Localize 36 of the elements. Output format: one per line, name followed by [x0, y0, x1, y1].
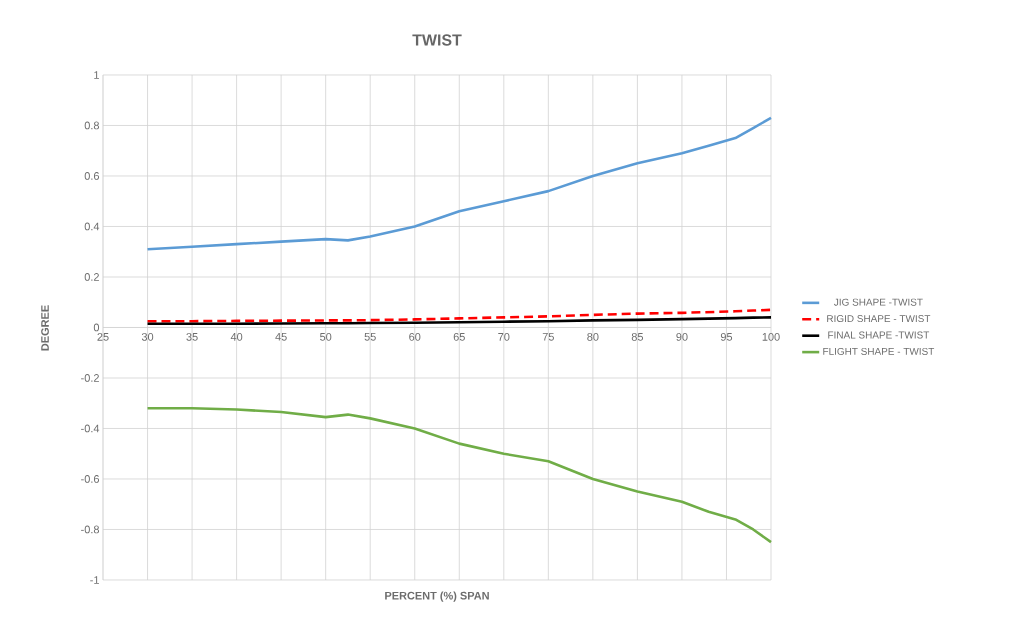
x-axis-title: PERCENT (%) SPAN: [385, 591, 489, 602]
x-tick-label: 75: [542, 333, 554, 341]
legend-label: JIG SHAPE -TWIST: [834, 298, 923, 306]
x-tick-label: 100: [762, 333, 780, 341]
y-tick-label: 0.4: [84, 222, 100, 231]
y-tick-label: 0: [93, 323, 100, 332]
x-tick-label: 25: [97, 333, 109, 341]
x-tick-label: 55: [364, 333, 376, 341]
x-tick-label: 30: [141, 333, 154, 341]
x-tick-label: 50: [320, 333, 332, 341]
x-tick-label: 45: [275, 333, 287, 341]
legend-label: FINAL SHAPE -TWIST: [828, 331, 930, 339]
y-tick-label: 0.8: [84, 121, 99, 130]
y-tick-label: -0.6: [81, 475, 99, 483]
x-tick-label: 60: [409, 333, 421, 341]
x-tick-label: 95: [720, 333, 733, 341]
x-tick-label: 85: [631, 333, 644, 341]
line-series: [146, 406, 773, 544]
y-tick-label: 0.6: [84, 172, 99, 180]
y-tick-label: 0.2: [84, 273, 99, 281]
legend-label: FLIGHT SHAPE - TWIST: [823, 347, 935, 355]
x-tick-label: 90: [676, 333, 688, 341]
y-tick-label: 1: [94, 71, 99, 79]
legend-label: RIGID SHAPE - TWIST: [827, 315, 931, 323]
x-tick-label: 65: [453, 333, 465, 341]
x-tick-label: 40: [230, 333, 243, 341]
x-tick-label: 35: [186, 333, 198, 341]
x-tick-label: 80: [587, 333, 599, 341]
y-tick-label: -0.2: [81, 374, 99, 382]
line-series: [146, 116, 773, 251]
y-tick-label: -0.8: [81, 525, 99, 534]
x-tick-label: 70: [498, 333, 510, 341]
y-tick-label: -0.4: [81, 424, 100, 433]
y-tick-label: -1: [90, 576, 99, 584]
y-axis-title: DEGREE: [41, 305, 49, 351]
chart-title: TWIST: [412, 34, 462, 46]
